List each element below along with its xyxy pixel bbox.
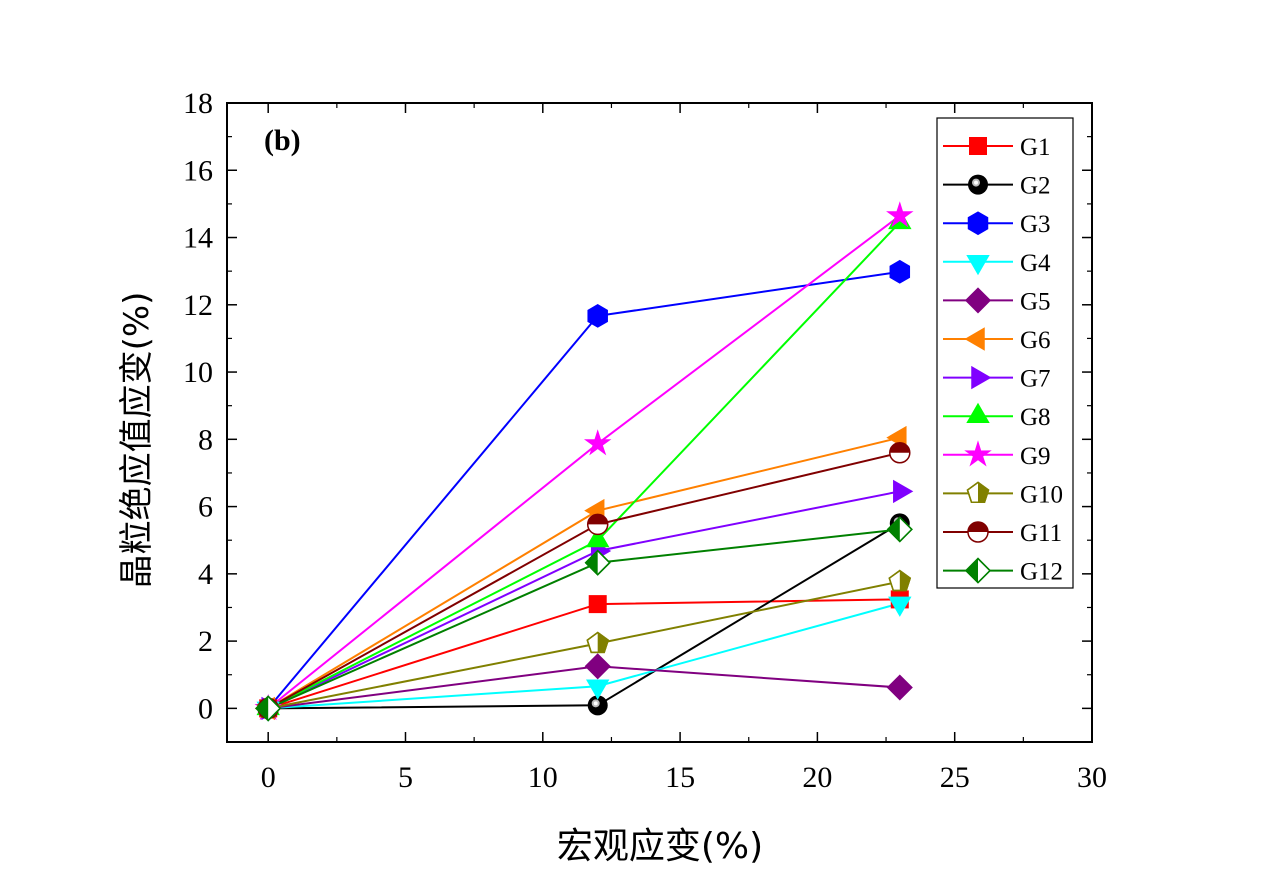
legend-label: G2 — [1020, 173, 1051, 200]
data-point-g9 — [583, 429, 612, 456]
legend-label: G10 — [1020, 481, 1063, 508]
legend-marker — [969, 137, 987, 155]
y-tick-label: 10 — [183, 356, 213, 389]
legend-marker — [964, 557, 992, 584]
data-point-g1 — [588, 595, 607, 614]
data-point-g7 — [893, 479, 914, 504]
plot-frame — [226, 102, 1093, 743]
legend-marker — [964, 327, 985, 351]
data-point-g11 — [587, 514, 608, 525]
x-tick-label: 10 — [528, 761, 558, 794]
x-tick-label: 0 — [261, 761, 276, 794]
data-point-g4 — [586, 679, 610, 700]
data-point-g11 — [889, 442, 910, 453]
legend-marker — [964, 440, 992, 467]
panel-annotation: (b) — [264, 124, 301, 157]
x-tick-label: 5 — [398, 761, 413, 794]
legend-entry-g5: G5 — [943, 287, 1051, 315]
legend-label: G12 — [1020, 559, 1063, 586]
data-point-g5 — [584, 653, 611, 680]
legend-label: G3 — [1020, 211, 1051, 238]
series-line-g10 — [268, 580, 901, 710]
y-tick-label: 8 — [198, 423, 213, 456]
legend-marker — [966, 481, 990, 504]
legend-marker — [964, 287, 992, 314]
data-point-g8 — [586, 527, 610, 548]
series-line-g1 — [267, 598, 900, 710]
legend-label: G1 — [1020, 134, 1051, 161]
legend-entry-g9: G9 — [943, 440, 1051, 470]
legend-entry-g10: G10 — [943, 481, 1063, 508]
data-point-g9 — [886, 201, 914, 228]
y-tick-label: 6 — [198, 491, 213, 524]
data-point-g12 — [255, 695, 282, 722]
data-point-g2 — [593, 701, 598, 706]
data-point-g5 — [886, 674, 913, 701]
legend: G1 G2 G3 G4 G5 G6 G7 G8 G9 G10 G11 G12 — [936, 117, 1074, 589]
legend-entry-g7: G7 — [943, 366, 1051, 393]
x-tick-label: 20 — [802, 761, 832, 794]
legend-entry-g8: G8 — [943, 402, 1051, 431]
data-point-g3 — [587, 304, 608, 328]
y-tick-label: 4 — [198, 558, 213, 591]
data-point-g12 — [584, 549, 611, 576]
y-tick-label: 2 — [198, 625, 213, 658]
x-axis-label: 宏观应变(%) — [557, 826, 763, 867]
legend-marker — [966, 402, 990, 423]
y-tick-label: 14 — [183, 222, 213, 255]
x-tick-label: 25 — [940, 761, 970, 794]
x-tick-label: 30 — [1077, 761, 1107, 794]
y-tick-label: 12 — [183, 289, 213, 322]
data-point-g12 — [887, 517, 900, 542]
data-point-g10 — [888, 569, 912, 592]
data-point-g12 — [256, 696, 269, 721]
legend-marker — [966, 255, 990, 276]
legend-label: G11 — [1020, 520, 1062, 547]
data-point-g4 — [888, 596, 912, 617]
legend-entry-g3: G3 — [943, 211, 1051, 238]
legend-entry-g2: G2 — [943, 173, 1051, 200]
series-line-g8 — [267, 221, 901, 710]
legend-label: G4 — [1020, 250, 1051, 277]
data-point-g10 — [586, 631, 610, 654]
y-axis-label: 晶粒绝应值应变(%) — [117, 292, 157, 589]
legend-marker — [966, 558, 978, 583]
y-tick-label: 0 — [198, 692, 213, 725]
legend-marker — [974, 180, 978, 185]
y-tick-label: 16 — [183, 154, 213, 187]
data-point-g12 — [585, 550, 598, 575]
legend-label: G7 — [1020, 366, 1051, 393]
legend-marker — [968, 522, 988, 532]
legend-box — [936, 117, 1074, 589]
data-point-g12 — [886, 516, 913, 543]
x-tick-label: 15 — [665, 761, 695, 794]
legend-label: G8 — [1020, 404, 1051, 431]
legend-marker — [971, 365, 992, 390]
legend-marker — [967, 211, 989, 236]
legend-entry-g11: G11 — [943, 520, 1062, 547]
legend-label: G5 — [1020, 288, 1051, 315]
series-line-g9 — [267, 214, 901, 710]
legend-entry-g12: G12 — [943, 557, 1063, 586]
y-tick-label: 18 — [183, 87, 213, 120]
data-point-g3 — [889, 259, 911, 284]
legend-label: G6 — [1020, 327, 1051, 354]
legend-entry-g6: G6 — [943, 327, 1051, 354]
legend-entry-g4: G4 — [943, 250, 1051, 277]
legend-label: G9 — [1020, 443, 1051, 470]
legend-entry-g1: G1 — [943, 134, 1051, 161]
series-line-g3 — [267, 270, 900, 710]
